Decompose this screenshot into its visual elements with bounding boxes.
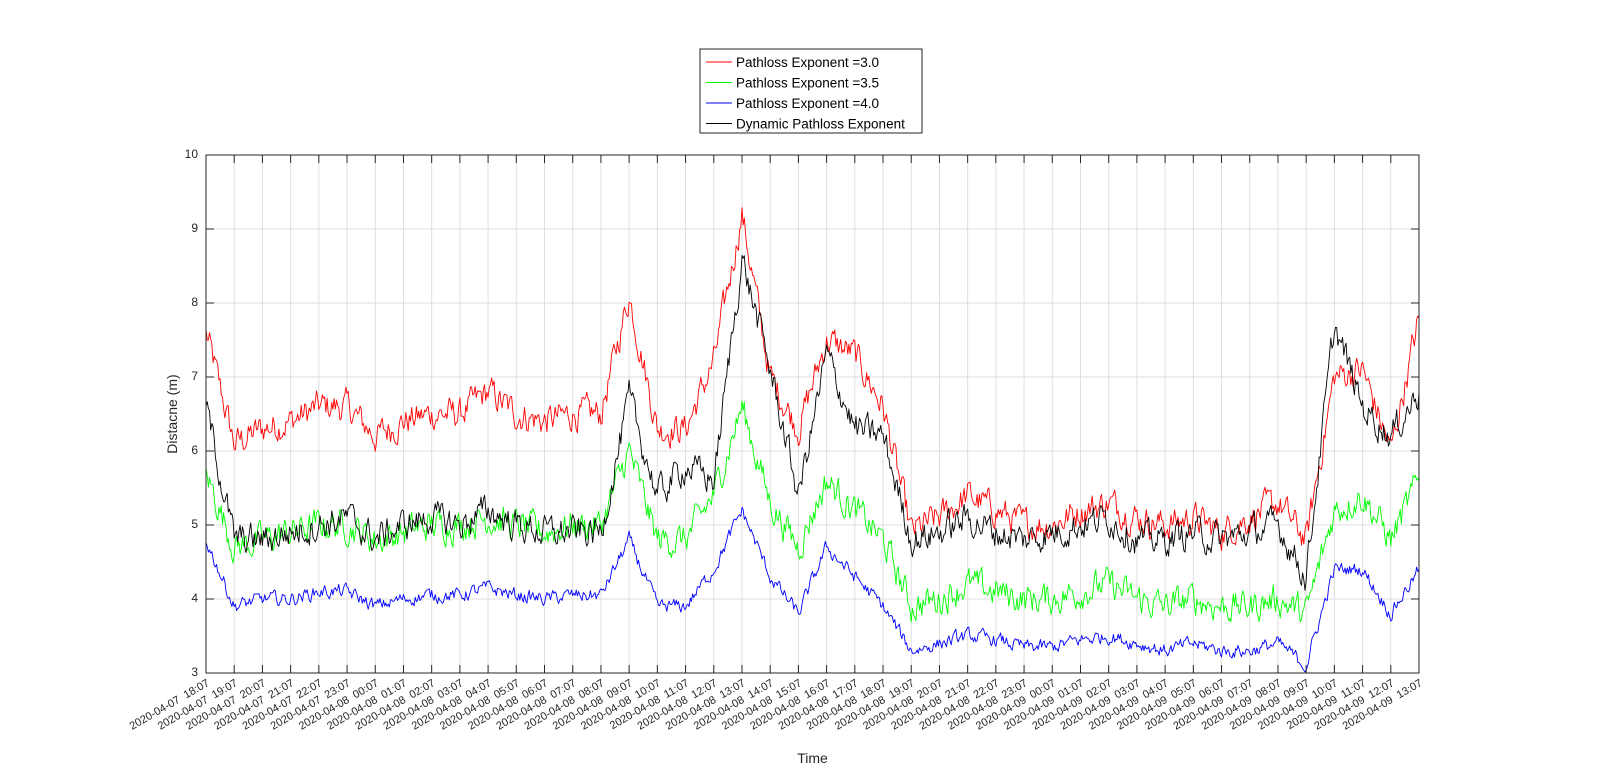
y-tick-label: 9 <box>191 221 198 235</box>
series-layer <box>205 207 1420 673</box>
legend-box <box>699 48 923 134</box>
legend-label: Dynamic Pathloss Exponent <box>736 117 905 132</box>
y-axis-ticks: 3 4 5 6 7 8 9 10 <box>185 147 1419 679</box>
y-tick-label: 4 <box>191 591 198 605</box>
series-line-3 <box>205 254 1420 591</box>
x-axis-label: Time <box>797 750 828 766</box>
y-tick-label: 7 <box>191 369 198 383</box>
legend-label: Pathloss Exponent =3.5 <box>736 76 879 91</box>
y-tick-label: 8 <box>191 295 198 309</box>
y-tick-label: 3 <box>191 665 198 679</box>
y-tick-label: 10 <box>185 147 199 161</box>
series-line-0 <box>205 207 1420 552</box>
series-line-1 <box>205 400 1420 623</box>
legend: Pathloss Exponent =3.0 Pathloss Exponent … <box>699 48 923 134</box>
plot-frame <box>205 154 1420 674</box>
legend-label: Pathloss Exponent =4.0 <box>736 96 879 111</box>
y-axis-label: Distacne (m) <box>164 374 180 453</box>
y-tick-label: 5 <box>191 517 198 531</box>
series-line-2 <box>205 506 1420 673</box>
grid-lines <box>205 154 1420 674</box>
y-tick-label: 6 <box>191 443 198 457</box>
legend-label: Pathloss Exponent =3.0 <box>736 55 879 70</box>
